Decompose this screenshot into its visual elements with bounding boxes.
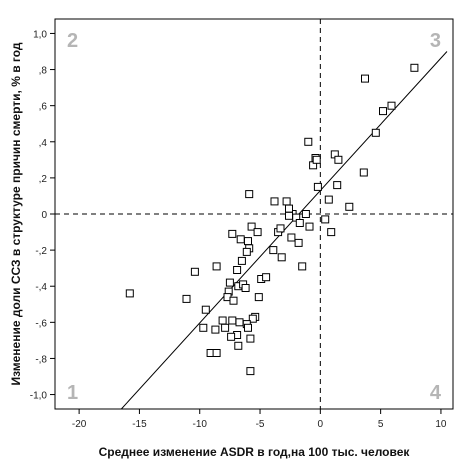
data-point bbox=[228, 229, 237, 238]
data-point bbox=[304, 137, 313, 146]
reference-lines bbox=[55, 19, 453, 409]
y-tick-label: ,8 bbox=[39, 66, 48, 77]
data-point bbox=[359, 168, 368, 177]
x-tick-label: -10 bbox=[193, 419, 208, 430]
data-point bbox=[242, 247, 251, 256]
x-axis-title: Среднее изменение ASDR в год,на 100 тыс.… bbox=[99, 445, 411, 459]
data-point bbox=[298, 262, 307, 271]
y-tick-label: ,2 bbox=[39, 174, 48, 185]
quadrant-labels: 2 3 1 4 bbox=[67, 30, 442, 404]
data-point bbox=[379, 107, 387, 116]
quadrant-label: 3 bbox=[430, 30, 441, 52]
data-point bbox=[276, 224, 285, 233]
quadrant-label: 1 bbox=[67, 382, 78, 404]
data-point bbox=[295, 219, 304, 227]
data-point bbox=[282, 197, 291, 206]
data-point bbox=[221, 323, 230, 332]
data-point bbox=[285, 204, 293, 213]
data-point bbox=[246, 367, 255, 376]
data-point bbox=[235, 318, 244, 327]
data-point bbox=[387, 101, 396, 110]
y-tick-label: ,6 bbox=[39, 102, 48, 113]
data-point bbox=[246, 334, 255, 343]
x-tick-label: -20 bbox=[72, 419, 87, 430]
data-point bbox=[212, 349, 221, 357]
data-point bbox=[294, 238, 303, 247]
data-point bbox=[244, 237, 252, 246]
y-tick-label: -,6 bbox=[35, 318, 47, 329]
data-point bbox=[236, 235, 245, 244]
data-point bbox=[287, 233, 296, 242]
data-point bbox=[228, 316, 237, 325]
x-tick-label: 10 bbox=[435, 419, 447, 430]
data-point bbox=[285, 211, 293, 220]
y-tick-label: 0 bbox=[41, 210, 47, 221]
x-tick-label: 5 bbox=[378, 419, 384, 430]
data-point bbox=[371, 128, 380, 137]
data-point bbox=[312, 155, 321, 164]
data-point bbox=[321, 215, 330, 224]
data-point bbox=[269, 246, 278, 255]
y-tick-label: -,2 bbox=[35, 246, 47, 257]
data-point bbox=[301, 210, 310, 218]
data-point bbox=[361, 74, 369, 83]
data-point bbox=[244, 323, 252, 332]
data-point bbox=[218, 316, 227, 325]
x-tick-label: -15 bbox=[132, 419, 147, 430]
data-point bbox=[227, 332, 236, 341]
data-point bbox=[125, 289, 134, 298]
data-point bbox=[253, 228, 262, 237]
data-point bbox=[237, 256, 246, 265]
data-point bbox=[333, 181, 342, 190]
data-point bbox=[190, 267, 199, 276]
y-axis-ticks: 1,0 ,8 ,6 ,4 ,2 0 -,2 -,4 -,6 -,8 -1,0 bbox=[30, 29, 55, 402]
data-point bbox=[248, 314, 257, 323]
data-point bbox=[305, 222, 314, 231]
data-point bbox=[211, 325, 220, 334]
data-point bbox=[225, 278, 234, 287]
data-point bbox=[345, 202, 354, 211]
x-axis-ticks: -20 -15 -10 -5 0 5 10 bbox=[72, 409, 447, 430]
quadrant-label: 4 bbox=[430, 382, 442, 404]
data-point bbox=[199, 323, 208, 332]
data-point bbox=[182, 294, 191, 303]
data-point bbox=[247, 222, 256, 231]
y-tick-label: 1,0 bbox=[33, 29, 47, 40]
y-tick-label: -,4 bbox=[35, 282, 47, 293]
data-point bbox=[245, 190, 254, 199]
data-point bbox=[334, 155, 343, 164]
x-tick-label: 0 bbox=[318, 419, 324, 430]
data-point bbox=[313, 182, 322, 191]
y-tick-label: -1,0 bbox=[30, 391, 48, 402]
data-point bbox=[327, 228, 336, 237]
data-point bbox=[324, 195, 333, 204]
data-point bbox=[201, 305, 210, 314]
data-point bbox=[410, 63, 419, 72]
data-point bbox=[234, 341, 243, 350]
data-point bbox=[254, 293, 263, 302]
quadrant-label: 2 bbox=[67, 30, 78, 52]
data-point bbox=[270, 197, 279, 206]
y-tick-label: ,4 bbox=[39, 138, 48, 149]
data-point bbox=[212, 262, 221, 271]
y-axis-title: Изменение доли ССЗ в структуре причин см… bbox=[9, 42, 23, 385]
data-point bbox=[241, 284, 250, 292]
data-point bbox=[277, 253, 286, 262]
data-point bbox=[233, 266, 242, 274]
y-tick-label: -,8 bbox=[35, 354, 47, 365]
data-point bbox=[262, 273, 271, 282]
x-tick-label: -5 bbox=[256, 419, 265, 430]
data-points bbox=[125, 63, 419, 376]
data-point bbox=[229, 296, 238, 305]
